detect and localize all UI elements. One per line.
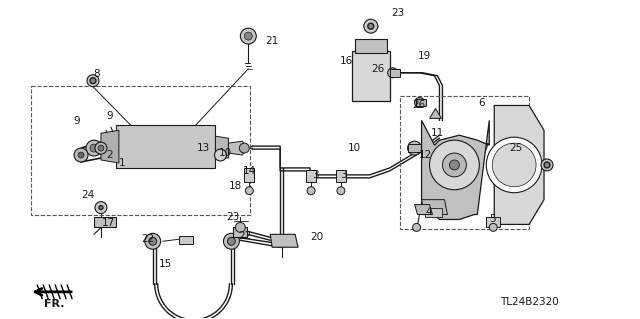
Circle shape xyxy=(415,98,424,108)
Circle shape xyxy=(145,234,161,249)
Text: 9: 9 xyxy=(106,111,113,121)
Text: 6: 6 xyxy=(478,99,485,108)
Text: 7: 7 xyxy=(483,143,489,153)
Circle shape xyxy=(388,68,397,78)
Circle shape xyxy=(544,162,550,168)
Circle shape xyxy=(99,205,103,210)
Circle shape xyxy=(442,153,467,177)
Bar xyxy=(415,99,426,107)
Bar xyxy=(390,69,399,77)
Text: 26: 26 xyxy=(371,64,384,74)
Circle shape xyxy=(364,19,378,33)
Polygon shape xyxy=(415,204,433,214)
Polygon shape xyxy=(270,234,298,247)
Text: 1: 1 xyxy=(119,158,125,168)
Text: 16: 16 xyxy=(340,56,353,66)
Text: 19: 19 xyxy=(417,51,431,61)
Circle shape xyxy=(90,78,96,84)
Circle shape xyxy=(90,144,98,152)
Text: 3: 3 xyxy=(340,170,346,180)
Circle shape xyxy=(429,140,479,190)
Bar xyxy=(355,39,387,53)
Circle shape xyxy=(87,75,99,87)
Circle shape xyxy=(413,223,420,231)
Circle shape xyxy=(98,145,104,151)
Circle shape xyxy=(78,152,84,158)
Circle shape xyxy=(541,159,553,171)
Circle shape xyxy=(492,143,536,187)
Text: 18: 18 xyxy=(228,181,242,191)
Text: 21: 21 xyxy=(265,36,278,46)
Circle shape xyxy=(307,187,315,195)
Text: 12: 12 xyxy=(419,150,432,160)
Text: 22: 22 xyxy=(141,234,154,244)
Polygon shape xyxy=(429,108,442,118)
Text: 17: 17 xyxy=(102,219,115,228)
Circle shape xyxy=(86,140,102,156)
Circle shape xyxy=(74,148,88,162)
Bar xyxy=(234,227,247,237)
Polygon shape xyxy=(422,120,489,219)
Circle shape xyxy=(239,143,250,153)
Bar xyxy=(399,96,529,229)
Circle shape xyxy=(408,141,422,155)
Circle shape xyxy=(486,137,542,193)
Circle shape xyxy=(148,237,157,245)
Text: 25: 25 xyxy=(509,143,522,153)
Bar xyxy=(179,236,193,244)
Text: 9: 9 xyxy=(73,116,80,126)
Text: 20: 20 xyxy=(310,232,323,242)
Bar xyxy=(244,168,254,182)
Text: 5: 5 xyxy=(489,214,496,225)
Text: 14: 14 xyxy=(243,166,255,176)
Polygon shape xyxy=(216,136,228,158)
Circle shape xyxy=(337,187,345,195)
Bar xyxy=(31,85,250,214)
Polygon shape xyxy=(116,125,216,168)
Circle shape xyxy=(95,142,107,154)
Polygon shape xyxy=(494,106,544,225)
Circle shape xyxy=(236,222,245,232)
Text: 2: 2 xyxy=(106,150,113,160)
Text: 24: 24 xyxy=(81,190,94,200)
Circle shape xyxy=(368,23,374,29)
Circle shape xyxy=(489,223,497,231)
Text: 8: 8 xyxy=(93,69,100,79)
Polygon shape xyxy=(422,200,447,214)
Circle shape xyxy=(245,187,253,195)
Text: 4: 4 xyxy=(426,206,432,217)
Text: 10: 10 xyxy=(218,148,232,158)
Polygon shape xyxy=(94,218,116,227)
Circle shape xyxy=(223,234,239,249)
Text: 22: 22 xyxy=(238,231,252,241)
Polygon shape xyxy=(228,141,246,155)
Text: 3: 3 xyxy=(312,170,319,180)
Circle shape xyxy=(227,237,236,245)
Circle shape xyxy=(241,28,256,44)
Circle shape xyxy=(244,32,252,40)
Circle shape xyxy=(449,160,460,170)
Text: FR.: FR. xyxy=(44,299,65,309)
Circle shape xyxy=(214,149,227,161)
Bar xyxy=(352,51,390,100)
Bar xyxy=(486,218,500,227)
Text: 23: 23 xyxy=(227,212,239,222)
Text: 15: 15 xyxy=(159,259,172,269)
Bar xyxy=(408,144,422,152)
Text: 26: 26 xyxy=(413,100,426,110)
Text: 10: 10 xyxy=(348,143,361,153)
Bar xyxy=(336,170,346,182)
Text: 11: 11 xyxy=(431,128,444,138)
Bar xyxy=(306,170,316,182)
Text: TL24B2320: TL24B2320 xyxy=(500,297,559,307)
Bar xyxy=(424,208,442,218)
Text: 23: 23 xyxy=(392,8,405,18)
Polygon shape xyxy=(101,130,119,163)
Text: 13: 13 xyxy=(196,143,210,153)
Circle shape xyxy=(95,202,107,213)
Circle shape xyxy=(412,145,417,151)
